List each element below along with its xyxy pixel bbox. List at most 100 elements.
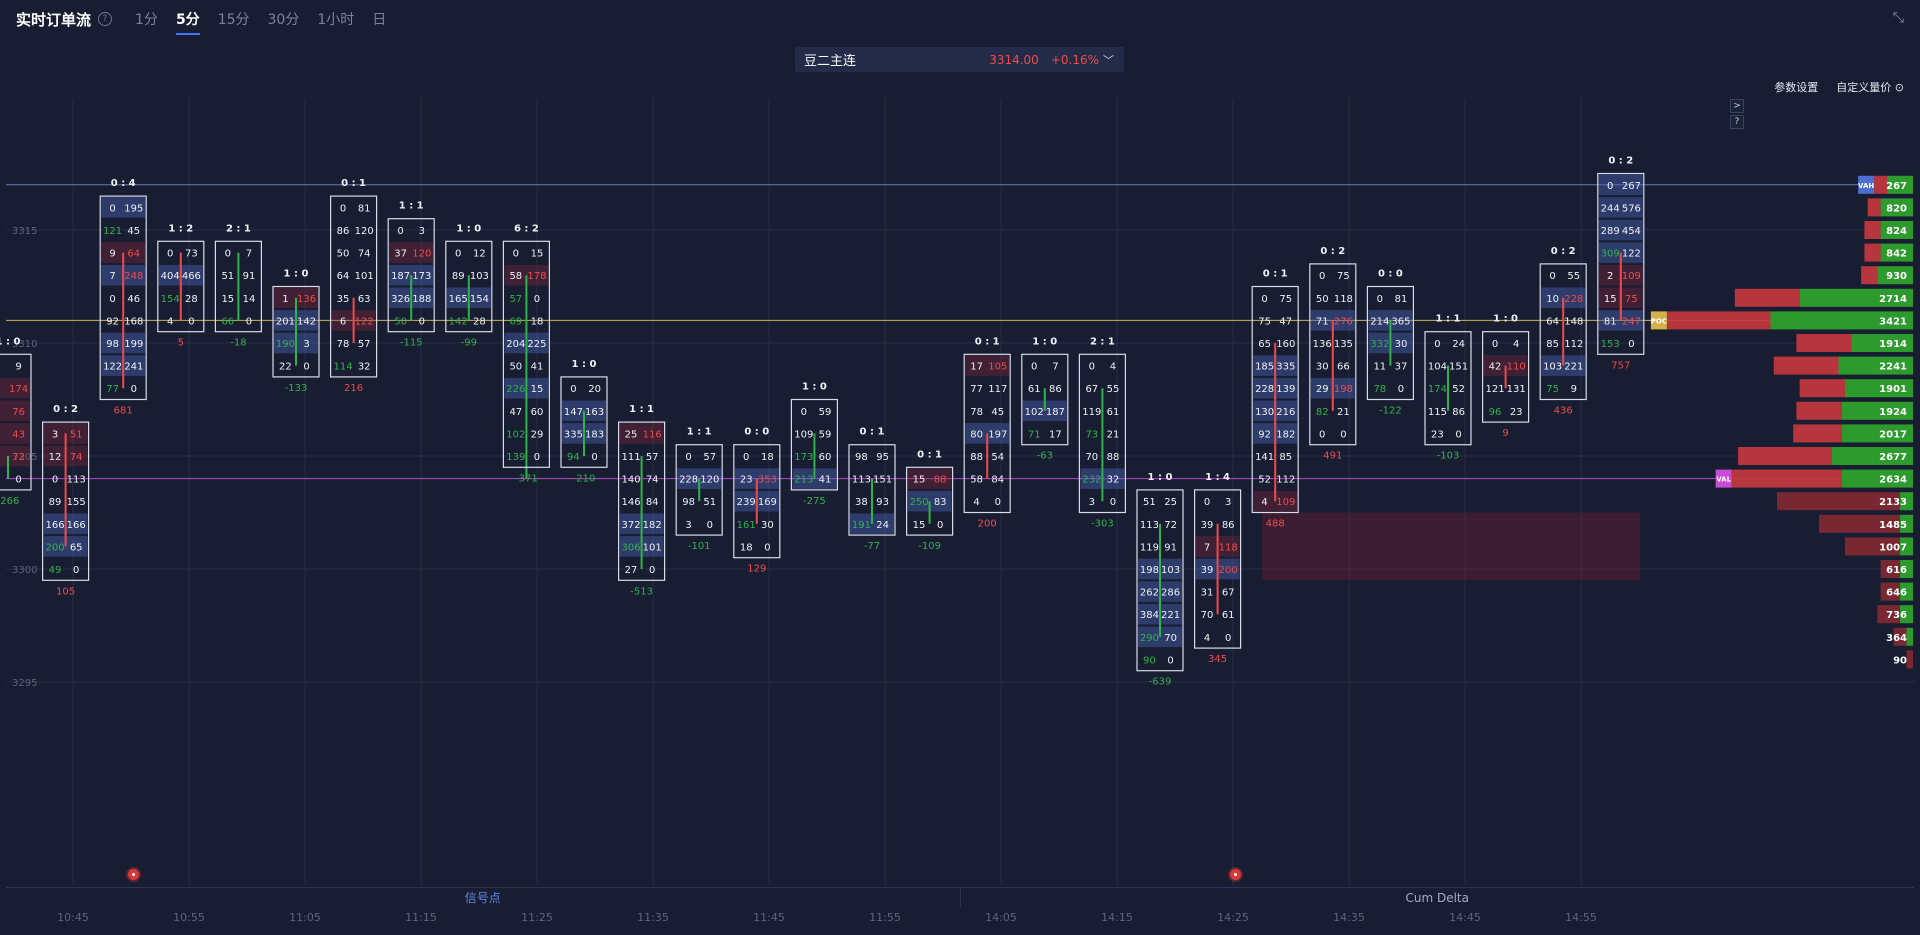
ask-volume: 178 xyxy=(527,271,546,282)
volume-profile-row xyxy=(1796,401,1913,420)
profile-tag-label: POC xyxy=(1651,317,1667,325)
bid-volume: 4 xyxy=(1204,633,1210,644)
params-settings-link[interactable]: 参数设置 xyxy=(1774,81,1819,94)
ask-volume: 0 xyxy=(246,316,252,327)
volume-profile-row xyxy=(1867,198,1913,217)
ask-volume: 14 xyxy=(243,294,256,305)
ask-volume: 32 xyxy=(358,362,371,373)
imbalance-ratio: 0 : 0 xyxy=(1378,269,1403,280)
expand-button[interactable]: > xyxy=(1730,99,1744,113)
ask-volume: 73 xyxy=(185,249,198,260)
ask-volume: 17 xyxy=(1049,429,1062,440)
help-icon[interactable]: ? xyxy=(98,12,113,26)
bid-volume: 0 xyxy=(1031,362,1037,373)
header-bar: 实时订单流 ? 1分 5分 15分 30分 1小时 日 ⤡ xyxy=(0,0,1920,38)
tab-signal[interactable]: 信号点 xyxy=(6,888,961,907)
candle-delta: -266 xyxy=(0,496,19,507)
time-axis-label: 10:55 xyxy=(173,911,205,924)
ask-volume: 109 xyxy=(1276,497,1295,508)
candle-outline xyxy=(1424,331,1472,446)
ask-volume: 4 xyxy=(1110,362,1116,373)
bid-volume: 77 xyxy=(106,384,119,395)
ask-volume: 72 xyxy=(1164,520,1177,531)
candle-outline xyxy=(963,353,1011,514)
profile-sell-bar xyxy=(1734,288,1800,307)
tab-30min[interactable]: 30分 xyxy=(267,12,300,28)
candle-delta: -513 xyxy=(630,586,653,597)
ask-volume: 47 xyxy=(1279,316,1292,327)
profile-buy-bar xyxy=(1841,424,1913,443)
tab-day[interactable]: 日 xyxy=(372,12,387,28)
profile-sell-bar xyxy=(1793,424,1842,443)
ask-volume: 139 xyxy=(1276,384,1295,395)
candle-delta: 216 xyxy=(344,383,363,394)
ask-volume: 199 xyxy=(124,339,143,350)
profile-tag-marker xyxy=(1650,311,1667,330)
ask-volume: 28 xyxy=(185,294,198,305)
profile-sell-bar xyxy=(1799,379,1845,398)
bid-volume: 147 xyxy=(564,407,583,418)
footprint-candle xyxy=(445,240,493,333)
custom-volume-link[interactable]: 自定义量价 ⊙ xyxy=(1836,79,1904,95)
bid-volume: 39 xyxy=(1201,520,1214,531)
profile-total: 2677 xyxy=(1879,452,1907,463)
ask-volume: 76 xyxy=(12,407,25,418)
bid-volume: 88 xyxy=(970,452,983,463)
imbalance-cell xyxy=(389,242,434,263)
footprint-candle xyxy=(387,218,435,333)
tab-1min[interactable]: 1分 xyxy=(135,12,158,28)
tab-1hour[interactable]: 1小时 xyxy=(317,12,355,28)
ask-volume: 163 xyxy=(585,407,604,418)
ask-volume: 20 xyxy=(588,384,601,395)
profile-buy-bar xyxy=(1844,379,1913,398)
bid-volume: 70 xyxy=(1201,610,1214,621)
ask-volume: 0 xyxy=(73,565,79,576)
volume-profile-row xyxy=(1773,356,1913,375)
profile-total: 930 xyxy=(1886,271,1907,282)
volume-profile-row xyxy=(1796,334,1913,352)
footprint-candle xyxy=(502,240,550,479)
ask-volume: 267 xyxy=(1622,181,1641,192)
tab-5min[interactable]: 5分 xyxy=(167,9,209,35)
imbalance-ratio: 0 : 2 xyxy=(1608,156,1633,167)
collapse-icon[interactable]: ⤡ xyxy=(1892,10,1904,26)
bid-volume: 309 xyxy=(1601,249,1620,260)
ask-volume: 0 xyxy=(303,362,309,373)
time-axis-label: 11:15 xyxy=(405,911,437,924)
bid-volume: 139 xyxy=(506,452,525,463)
ask-volume: 0 xyxy=(937,520,943,531)
bid-volume: 51 xyxy=(221,271,234,282)
time-axis-label: 14:25 xyxy=(1217,911,1249,924)
tab-15min[interactable]: 15分 xyxy=(217,12,250,28)
footprint-candle xyxy=(0,353,32,491)
profile-total: 2714 xyxy=(1879,294,1907,305)
help-button[interactable]: ? xyxy=(1730,115,1744,129)
ask-volume: 200 xyxy=(1219,565,1238,576)
signal-point-icon[interactable] xyxy=(1230,869,1241,880)
bid-volume: 289 xyxy=(1601,226,1620,237)
volume-profile-row xyxy=(1650,311,1913,330)
bid-volume: 142 xyxy=(449,316,468,327)
symbol-selector[interactable]: 豆二主连 3314.00 +0.16% ﹀ xyxy=(795,47,1124,72)
bid-volume: 65 xyxy=(1258,339,1271,350)
bid-volume: 0 xyxy=(225,249,231,260)
footprint-candle xyxy=(848,444,896,536)
ask-volume: 109 xyxy=(1622,271,1641,282)
signal-point-icon[interactable] xyxy=(128,869,139,880)
imbalance-ratio: 1 : 1 xyxy=(1436,314,1461,325)
candle-delta: -99 xyxy=(461,338,477,349)
candle-delta: -639 xyxy=(1149,677,1172,688)
ask-volume: 365 xyxy=(1391,316,1410,327)
bid-volume: 75 xyxy=(1546,384,1559,395)
bid-volume: 9 xyxy=(109,249,115,260)
tab-cum-delta[interactable]: Cum Delta xyxy=(1405,891,1469,905)
bid-volume: 37 xyxy=(394,249,407,260)
time-axis-label: 14:15 xyxy=(1101,911,1133,924)
ask-volume: 166 xyxy=(67,520,86,531)
imbalance-ratio: 0 : 1 xyxy=(1263,269,1288,280)
ask-volume: 160 xyxy=(1276,339,1295,350)
candle-outline xyxy=(157,240,205,333)
symbol-name: 豆二主连 xyxy=(804,54,857,69)
imbalance-ratio: 0 : 2 xyxy=(1320,246,1345,257)
volume-profile-row xyxy=(1819,514,1913,533)
